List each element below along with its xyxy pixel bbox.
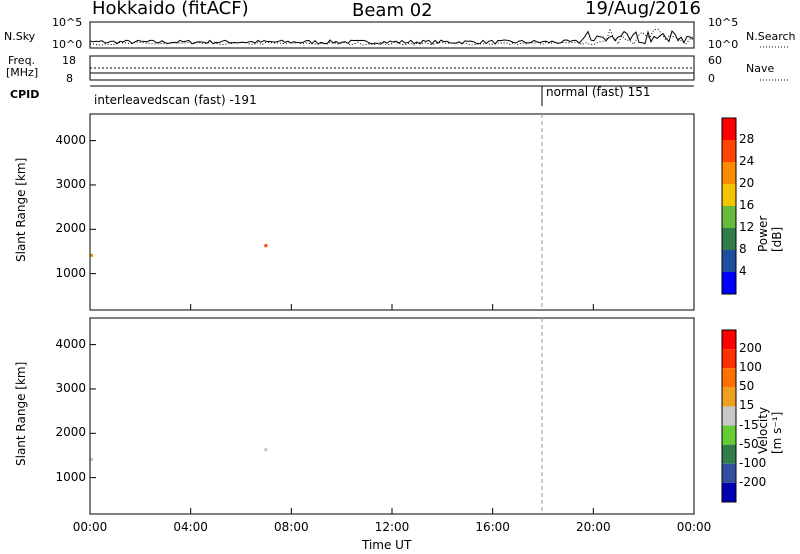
nsky-frame	[89, 21, 695, 49]
freq-tick-top: 18	[62, 54, 76, 67]
xtick-label: 16:00	[475, 520, 510, 534]
echo-cell	[90, 457, 94, 461]
colorbar-segment	[722, 482, 736, 502]
colorbar-segment	[722, 387, 736, 407]
velocity-colorbar-tick: 200	[739, 341, 762, 356]
freq-strip	[89, 55, 790, 81]
power-ylabel: Slant Range [km]	[14, 157, 28, 262]
date-title: 19/Aug/2016	[585, 0, 701, 19]
nsearch-label: N.Search	[746, 30, 796, 43]
power-heatmap-cells	[90, 244, 268, 257]
velocity-heatmap-cells	[90, 448, 268, 461]
axes-ticks	[89, 140, 695, 514]
velocity-colorbar-tick: 15	[739, 398, 755, 413]
station-title: Hokkaido (fitACF)	[92, 0, 249, 19]
colorbar-segment	[722, 228, 736, 250]
power-colorbar-tick: 12	[739, 220, 755, 234]
freq-label: Freq.	[8, 54, 36, 67]
power-colorbar	[721, 117, 737, 295]
colorbar-segment	[722, 272, 736, 294]
freq-tick-bottom: 8	[66, 72, 73, 85]
xtick-label: 00:00	[72, 520, 108, 534]
nsky-tick-top: 10^5	[52, 16, 83, 29]
colorbar-segment	[722, 250, 736, 272]
power-colorbar-tick: 28	[739, 132, 755, 146]
nsearch-tick-top: 10^5	[708, 16, 739, 29]
ytick-label: 3000	[55, 380, 86, 395]
power-colorbar-tick: 20	[739, 176, 755, 190]
ytick-label: 1000	[55, 265, 86, 280]
cpid-segment-2: normal (fast) 151	[546, 85, 651, 99]
velocity-colorbar-title: Velocity [m s⁻¹]	[756, 406, 784, 454]
power-colorbar-tick: 16	[739, 198, 755, 212]
nave-label: Nave	[746, 62, 775, 75]
ytick-label: 4000	[55, 336, 86, 351]
power-colorbar-tick: 4	[739, 264, 747, 278]
nsky-label: N.Sky	[4, 30, 36, 43]
colorbar-segment	[722, 444, 736, 464]
nsearch-tick-bottom: 10^0	[708, 38, 739, 51]
ytick-label: 2000	[55, 221, 86, 236]
freq-unit-label: [MHz]	[6, 66, 39, 79]
colorbar-frame	[721, 329, 737, 503]
velocity-panel-frame	[89, 317, 695, 515]
velocity-colorbar-tick: 100	[739, 360, 762, 375]
nsky-series	[89, 30, 694, 45]
velocity-colorbar-tick: -200	[739, 474, 767, 489]
velocity-colorbar-tick: -15	[739, 417, 759, 432]
velocity-colorbar-tick: 50	[739, 379, 755, 394]
xtick-label: 00:00	[676, 520, 712, 534]
colorbar-segment	[722, 184, 736, 206]
xtick-label: 12:00	[374, 520, 410, 534]
colorbar-segment	[722, 162, 736, 184]
colorbar-segment	[722, 140, 736, 162]
velocity-colorbar-tick: -50	[739, 436, 759, 451]
power-colorbar-title: Power [dB]	[756, 215, 784, 252]
power-colorbar-tick: 8	[739, 242, 747, 256]
colorbar-segment	[722, 463, 736, 483]
nave-tick-top: 60	[708, 54, 722, 67]
cpid-segment-1: interleavedscan (fast) -191	[94, 93, 257, 107]
colorbar-segment	[722, 368, 736, 388]
echo-cell	[90, 253, 94, 257]
colorbar-segment	[722, 406, 736, 426]
xtick-label: 04:00	[173, 520, 208, 534]
ytick-label: 2000	[55, 425, 86, 440]
ytick-label: 3000	[55, 176, 86, 191]
ytick-label: 4000	[55, 132, 86, 147]
velocity-colorbar	[721, 329, 737, 503]
power-panel-frame	[89, 113, 695, 311]
xtick-label: 20:00	[576, 520, 611, 534]
echo-cell	[264, 448, 268, 452]
colorbar-segment	[722, 349, 736, 369]
nsearch-series	[89, 28, 695, 46]
ytick-label: 1000	[55, 469, 86, 484]
colorbar-segment	[722, 425, 736, 445]
velocity-colorbar-tick: -100	[739, 455, 767, 470]
colorbar-segment	[722, 206, 736, 228]
xtick-label: 08:00	[274, 520, 309, 534]
echo-cell	[264, 244, 268, 248]
nsky-tick-bottom: 10^0	[52, 38, 83, 51]
velocity-ylabel: Slant Range [km]	[14, 361, 28, 466]
power-colorbar-tick: 24	[739, 154, 755, 168]
nave-tick-bottom: 0	[708, 72, 715, 85]
beam-title: Beam 02	[352, 0, 433, 21]
nsky-strip	[89, 21, 790, 49]
colorbar-segment	[722, 330, 736, 350]
colorbar-frame	[721, 117, 737, 295]
cpid-label: CPID	[10, 88, 40, 101]
colorbar-segment	[722, 118, 736, 140]
xaxis-label: Time UT	[362, 538, 412, 552]
